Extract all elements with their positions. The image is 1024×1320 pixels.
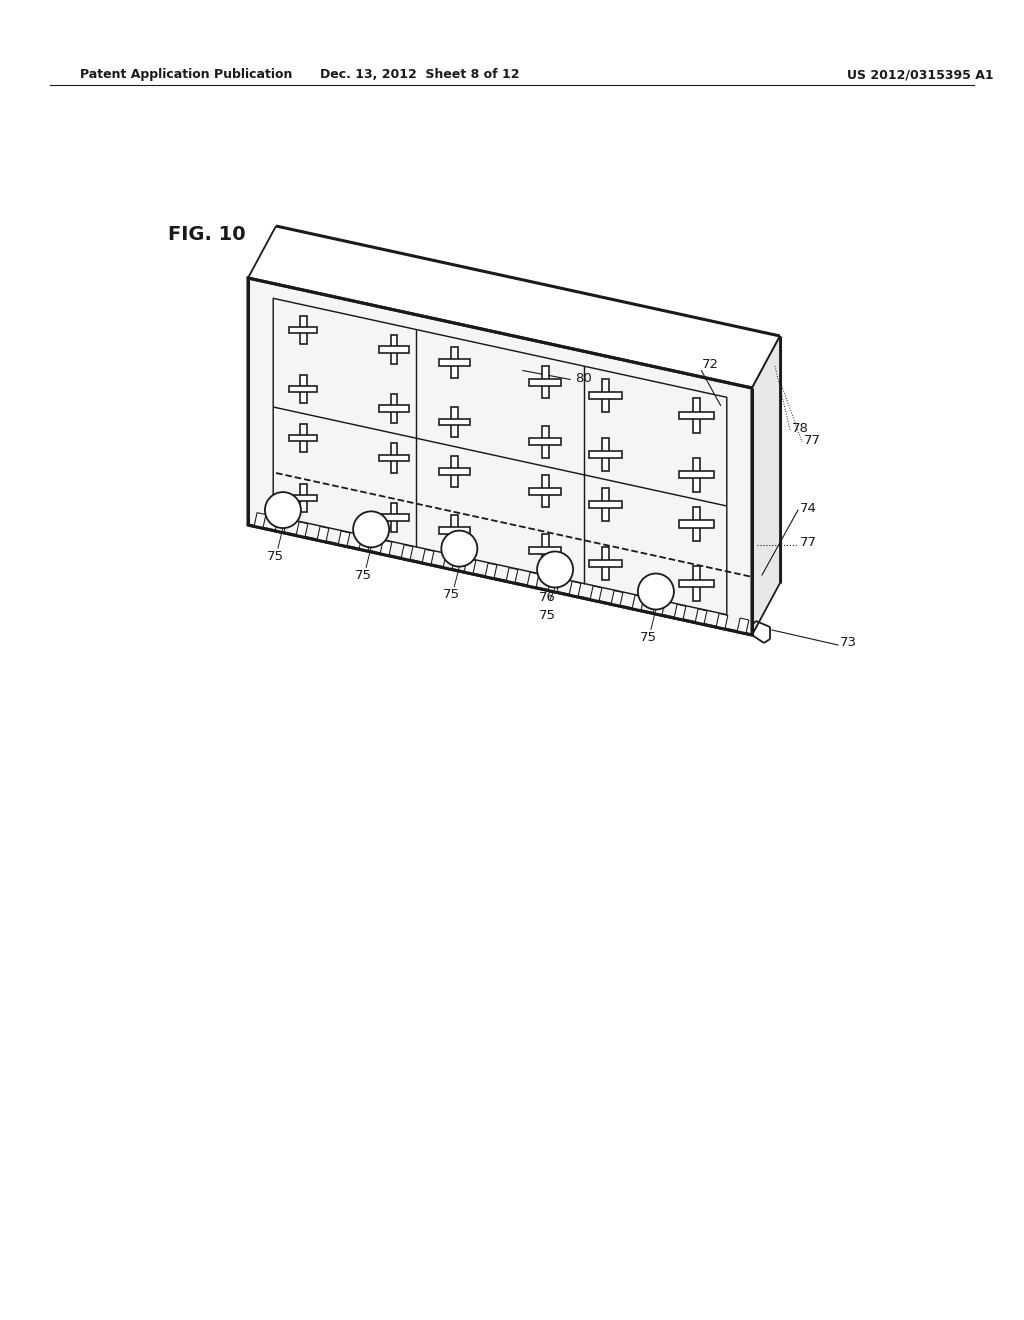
Polygon shape — [338, 531, 350, 546]
Polygon shape — [254, 512, 266, 528]
Polygon shape — [452, 407, 458, 437]
Polygon shape — [529, 487, 561, 495]
Polygon shape — [602, 438, 609, 471]
Polygon shape — [300, 315, 306, 343]
Polygon shape — [693, 566, 700, 601]
Polygon shape — [391, 503, 397, 532]
Polygon shape — [317, 527, 329, 543]
Polygon shape — [380, 540, 392, 556]
Text: 76: 76 — [539, 591, 556, 605]
Polygon shape — [611, 590, 623, 606]
Polygon shape — [632, 595, 644, 611]
Polygon shape — [674, 605, 686, 620]
Text: 75: 75 — [639, 631, 656, 644]
Text: US 2012/0315395 A1: US 2012/0315395 A1 — [847, 69, 993, 81]
Polygon shape — [679, 520, 714, 528]
Polygon shape — [542, 535, 549, 566]
Text: FIG. 10: FIG. 10 — [168, 224, 246, 244]
Polygon shape — [529, 546, 561, 554]
Text: 75: 75 — [354, 569, 372, 582]
Polygon shape — [527, 573, 539, 587]
Polygon shape — [290, 326, 317, 333]
Polygon shape — [300, 483, 306, 512]
Polygon shape — [529, 379, 561, 385]
Polygon shape — [296, 521, 308, 537]
Polygon shape — [752, 337, 780, 635]
Circle shape — [538, 552, 573, 587]
Polygon shape — [380, 405, 409, 412]
Text: 77: 77 — [800, 536, 817, 549]
Polygon shape — [290, 495, 317, 500]
Polygon shape — [439, 469, 470, 475]
Text: 73: 73 — [840, 636, 857, 649]
Polygon shape — [679, 579, 714, 587]
Text: 74: 74 — [800, 502, 817, 515]
Polygon shape — [679, 471, 714, 478]
Text: 75: 75 — [539, 609, 556, 622]
Circle shape — [353, 511, 389, 548]
Polygon shape — [529, 438, 561, 445]
Polygon shape — [439, 527, 470, 533]
Polygon shape — [542, 475, 549, 507]
Polygon shape — [380, 515, 409, 520]
Polygon shape — [693, 507, 700, 541]
Polygon shape — [679, 412, 714, 420]
Text: 80: 80 — [575, 371, 592, 384]
Polygon shape — [590, 586, 602, 602]
Polygon shape — [391, 393, 397, 424]
Polygon shape — [485, 564, 497, 578]
Polygon shape — [422, 549, 434, 565]
Polygon shape — [602, 488, 609, 520]
Polygon shape — [602, 379, 609, 412]
Polygon shape — [439, 418, 470, 425]
Polygon shape — [590, 392, 623, 399]
Polygon shape — [569, 581, 581, 597]
Polygon shape — [248, 279, 752, 635]
Text: Patent Application Publication: Patent Application Publication — [80, 69, 293, 81]
Polygon shape — [590, 560, 623, 568]
Text: 77: 77 — [804, 433, 821, 446]
Polygon shape — [391, 335, 397, 364]
Polygon shape — [401, 545, 413, 560]
Polygon shape — [300, 424, 306, 453]
Polygon shape — [452, 515, 458, 546]
Polygon shape — [602, 546, 609, 579]
Polygon shape — [464, 558, 476, 574]
Circle shape — [441, 531, 477, 566]
Circle shape — [638, 573, 674, 610]
Polygon shape — [452, 455, 458, 487]
Polygon shape — [391, 444, 397, 473]
Polygon shape — [275, 517, 287, 533]
Polygon shape — [380, 346, 409, 352]
Polygon shape — [290, 385, 317, 392]
Text: Dec. 13, 2012  Sheet 8 of 12: Dec. 13, 2012 Sheet 8 of 12 — [321, 69, 520, 81]
Polygon shape — [542, 426, 549, 458]
Text: 75: 75 — [442, 589, 460, 601]
Text: 75: 75 — [266, 549, 284, 562]
Polygon shape — [452, 347, 458, 378]
Polygon shape — [695, 609, 707, 624]
Polygon shape — [290, 436, 317, 441]
Polygon shape — [443, 554, 455, 569]
Polygon shape — [693, 399, 700, 433]
Circle shape — [265, 492, 301, 528]
Polygon shape — [590, 451, 623, 458]
Polygon shape — [653, 599, 665, 615]
Polygon shape — [693, 458, 700, 492]
Polygon shape — [359, 536, 371, 552]
Polygon shape — [548, 577, 560, 593]
Polygon shape — [737, 618, 749, 634]
Polygon shape — [716, 614, 728, 630]
Polygon shape — [439, 359, 470, 366]
Text: 72: 72 — [702, 359, 719, 371]
Polygon shape — [300, 375, 306, 403]
Text: 78: 78 — [792, 421, 809, 434]
Polygon shape — [542, 367, 549, 399]
Polygon shape — [380, 455, 409, 461]
Polygon shape — [590, 500, 623, 508]
Polygon shape — [506, 568, 518, 583]
